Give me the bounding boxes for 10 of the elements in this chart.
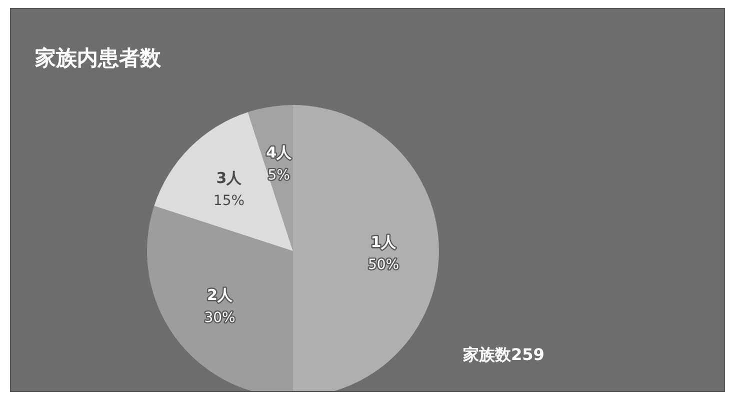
- slice-label: 3人: [216, 168, 243, 187]
- slice-label: 2人: [207, 286, 234, 304]
- data-label: 50%: [368, 257, 400, 273]
- slice-label: 4人: [266, 144, 293, 162]
- chart-title: 家族内患者数: [35, 45, 161, 72]
- data-label: 5%: [268, 168, 290, 184]
- data-label: 15%: [213, 192, 245, 209]
- data-label: 30%: [204, 310, 236, 326]
- slice-label: 1人: [370, 233, 398, 251]
- text: 家族数259: [463, 345, 544, 366]
